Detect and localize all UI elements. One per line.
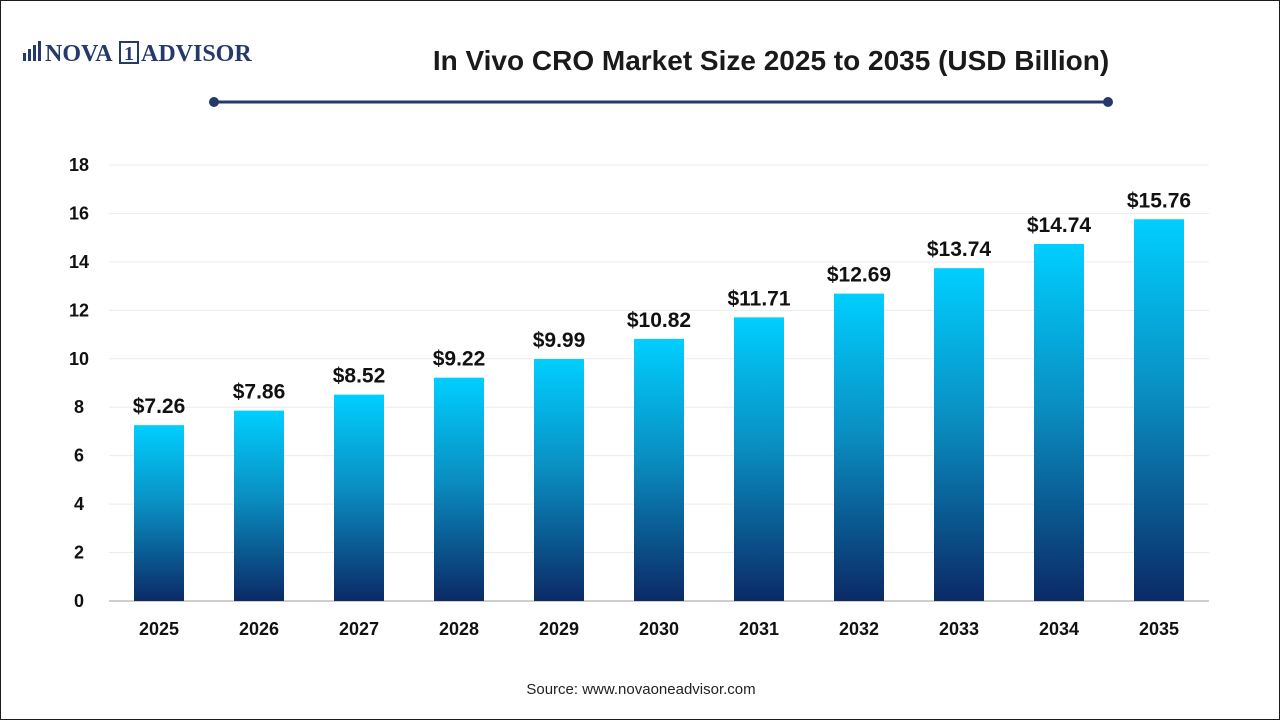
bar-2034	[1034, 243, 1084, 601]
y-axis: 0 2 4 6 8 10 12 14 16 18	[69, 155, 89, 611]
bars: $7.26 $7.86 $8.52 $9.22 $9.99 $10.82 $11.71 $12…	[133, 189, 1191, 601]
bar-value-label: $14.74	[1027, 214, 1092, 237]
source-note: Source: www.novaoneadvisor.com	[526, 681, 756, 698]
logo: NOVA 1 ADVISOR	[23, 41, 252, 67]
y-tick-label: 6	[74, 446, 84, 466]
y-tick-label: 18	[69, 155, 89, 175]
y-tick-label: 16	[69, 203, 89, 223]
y-tick-label: 4	[74, 494, 84, 514]
bar-2026	[234, 410, 284, 601]
bar-2032	[834, 293, 884, 601]
x-axis: 2025 2026 2027 2028 2029 2030 2031 2032 2033 2034…	[139, 619, 1179, 639]
bar-2030	[634, 338, 684, 601]
x-tick-label: 2033	[939, 619, 979, 639]
bar-2029	[534, 359, 584, 601]
y-tick-label: 12	[69, 300, 89, 320]
bar-value-label: $9.22	[433, 348, 486, 371]
bar-2035	[1134, 219, 1184, 601]
bar-value-label: $9.99	[533, 329, 586, 352]
gridlines	[109, 164, 1209, 602]
bar-2028	[434, 377, 484, 601]
x-tick-label: 2031	[739, 619, 779, 639]
y-tick-label: 2	[74, 543, 84, 563]
bar-value-label: $11.71	[727, 287, 790, 310]
logo-text-left: NOVA	[45, 41, 113, 67]
bar-2033	[934, 268, 984, 601]
bar-value-label: $7.86	[233, 381, 286, 404]
bar-value-label: $8.52	[333, 365, 386, 388]
y-tick-label: 10	[69, 349, 89, 369]
x-tick-label: 2028	[439, 619, 479, 639]
y-tick-label: 14	[69, 252, 89, 272]
x-tick-label: 2025	[139, 619, 179, 639]
x-tick-label: 2030	[639, 619, 679, 639]
bar-value-label: $12.69	[827, 264, 891, 287]
logo-box	[119, 41, 139, 64]
y-tick-label: 8	[74, 397, 84, 417]
x-tick-label: 2032	[839, 619, 879, 639]
x-tick-label: 2026	[239, 619, 279, 639]
bar-value-label: $7.26	[133, 395, 186, 418]
logo-text-right: ADVISOR	[141, 41, 252, 67]
bar-2027	[334, 394, 384, 601]
bar-value-label: $15.76	[1127, 189, 1191, 212]
bar-chart-icon	[23, 41, 41, 61]
bar-2031	[734, 317, 784, 601]
x-tick-label: 2027	[339, 619, 379, 639]
x-tick-label: 2035	[1139, 619, 1179, 639]
x-tick-label: 2034	[1039, 619, 1079, 639]
bar-value-label: $13.74	[927, 238, 992, 261]
bar-value-label: $10.82	[627, 309, 691, 332]
x-tick-label: 2029	[539, 619, 579, 639]
logo-text-box: 1	[124, 43, 134, 65]
title-rule	[209, 97, 1113, 107]
bar-chart: 0 2 4 6 8 10 12 14 16 18 $7.26 $7.86 $8.52 $9.22 $9.9…	[69, 155, 1209, 639]
bar-2025	[134, 425, 184, 601]
chart-title: In Vivo CRO Market Size 2025 to 2035 (US…	[432, 45, 1110, 76]
y-tick-label: 0	[74, 591, 84, 611]
